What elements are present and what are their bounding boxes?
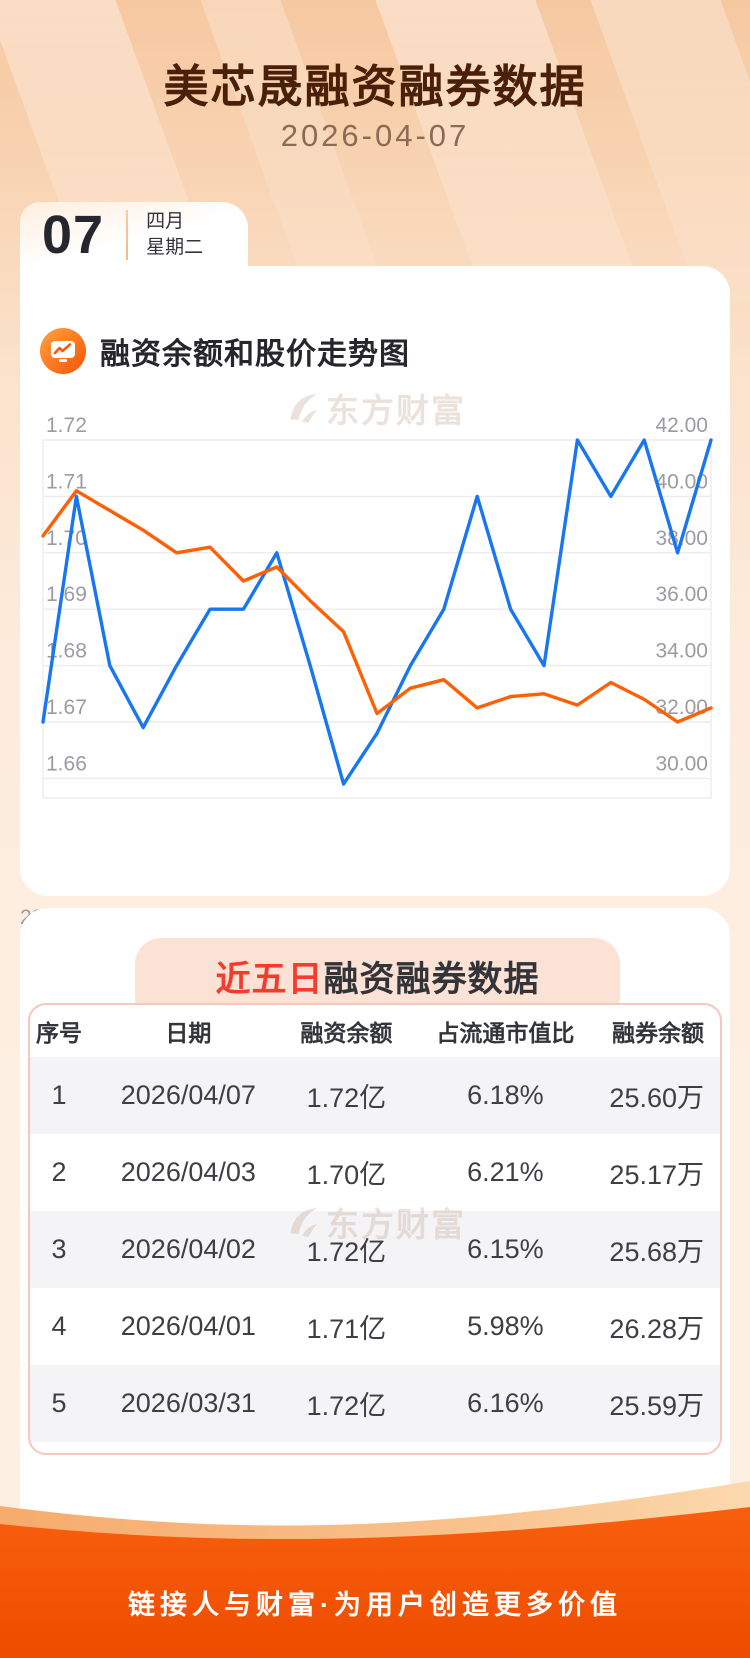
date-card: 07 四月 星期二: [20, 202, 248, 268]
table-cell: 2026/03/31: [120, 1388, 256, 1418]
left-axis-tick: 1.68: [46, 640, 87, 663]
right-axis-tick: 40.00: [655, 470, 708, 493]
table-title-highlight: 近五日: [215, 960, 324, 999]
table-cell: 25.60万: [609, 1083, 704, 1113]
chart-card: 融资余额和股价走势图 东方财富 1.72 42.00 1.71 40.00 1.70 38…: [20, 266, 730, 966]
right-axis-tick: 34.00: [655, 640, 708, 663]
table-cell: 3: [51, 1234, 67, 1264]
trend-chart: 1.72 42.001.71 40.001.70 38.001.69 36.001.68…: [41, 414, 713, 799]
table-cell: 25.68万: [609, 1237, 704, 1267]
table-cell: 2026/04/01: [120, 1311, 256, 1341]
right-axis-tick: 42.00: [655, 414, 708, 437]
table-row: 4 2026/04/01 1.71亿 5.98% 26.28万: [30, 1288, 720, 1365]
chart-section-title: 融资余额和股价走势图: [100, 338, 410, 371]
table-cell: 2026/04/07: [120, 1080, 256, 1110]
page-title: 美芯晟融资融券数据: [163, 61, 587, 112]
chart-icon: [40, 328, 86, 374]
table-cell: 4: [51, 1311, 67, 1341]
table-cell: 25.17万: [609, 1160, 704, 1190]
footer-wave: [0, 1481, 750, 1658]
table-cell: 1: [51, 1080, 67, 1110]
table-cell: 1.71亿: [306, 1314, 387, 1344]
footer-slogan: 链接人与财富·为用户创造更多价值: [128, 1590, 622, 1620]
chart-area: 东方财富 1.72 42.00 1.71 40.00 1.70 38.00 1.69 36.0…: [0, 380, 750, 966]
divider: [126, 210, 129, 260]
table-cell: 6.15%: [467, 1234, 544, 1264]
table-cell: 1.72亿: [306, 1237, 387, 1267]
table-header-row: 序号 日期 融资余额 占流通市值比 融券余额: [30, 1005, 720, 1057]
right-axis-tick: 36.00: [655, 583, 708, 606]
left-axis-tick: 1.69: [46, 583, 87, 606]
table-cell: 5: [51, 1388, 67, 1418]
header-cell: 日期: [165, 1020, 212, 1046]
table-row: 1 2026/04/07 1.72亿 6.18% 25.60万: [30, 1057, 720, 1134]
header-cell: 序号: [35, 1020, 82, 1046]
header-cell: 融券余额: [612, 1020, 704, 1046]
table-row: 2 2026/04/03 1.70亿 6.21% 25.17万: [30, 1134, 720, 1211]
table-row: 5 2026/03/31 1.72亿 6.16% 25.59万: [30, 1365, 720, 1442]
left-axis-tick: 1.66: [46, 752, 87, 775]
table-cell: 26.28万: [609, 1314, 704, 1344]
day-number: 07: [42, 205, 105, 265]
table-cell: 6.21%: [467, 1157, 544, 1187]
table-cell: 1.72亿: [306, 1083, 387, 1113]
table-row: 3 2026/04/02 1.72亿 6.15% 25.68万: [30, 1211, 720, 1288]
table-cell: 2026/04/03: [120, 1157, 256, 1187]
header-cell: 融资余额: [300, 1020, 393, 1046]
table-cell: 6.18%: [467, 1080, 544, 1110]
series-stock-price: [41, 489, 713, 724]
page-date: 2026-04-07: [280, 118, 470, 153]
weekday-label: 星期二: [146, 237, 204, 258]
header-cell: 占流通市值比: [436, 1020, 575, 1046]
table-cell: 6.16%: [467, 1388, 544, 1418]
table-cell: 1.72亿: [306, 1391, 387, 1421]
table-cell: 2: [51, 1157, 67, 1187]
right-axis-tick: 30.00: [655, 752, 708, 775]
left-axis-tick: 1.70: [46, 527, 87, 550]
table-cell: 25.59万: [609, 1391, 704, 1421]
left-axis-tick: 1.67: [46, 696, 87, 719]
data-table-box: 序号 日期 融资余额 占流通市值比 融券余额 1 2026/04/07 1.72亿 6.18%…: [28, 1003, 722, 1455]
table-cell: 5.98%: [467, 1311, 544, 1341]
table-cell: 2026/04/02: [120, 1234, 256, 1264]
left-axis-tick: 1.71: [46, 470, 87, 493]
left-axis-tick: 1.72: [46, 414, 87, 437]
table-cell: 1.70亿: [306, 1160, 387, 1190]
table-title-rest: 融资融券数据: [323, 960, 540, 999]
data-table: 序号 日期 融资余额 占流通市值比 融券余额 1 2026/04/07 1.72亿 6.18%…: [30, 1005, 720, 1442]
series-margin-balance: [41, 438, 713, 786]
table-card: 近五日融资融券数据 序号 日期 融资余额 占流通市值比 融券余额 1 2026/04/07…: [20, 908, 730, 1560]
month-label: 四月: [146, 211, 185, 232]
right-axis-tick: 32.00: [655, 696, 708, 719]
